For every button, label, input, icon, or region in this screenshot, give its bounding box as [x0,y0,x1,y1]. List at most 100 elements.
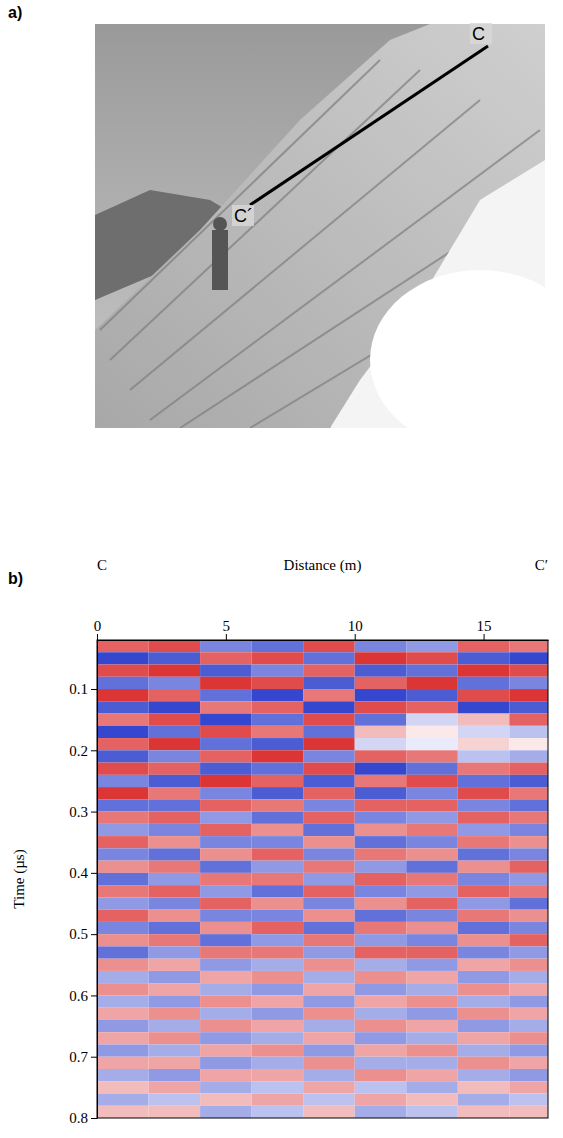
cell [509,665,548,677]
cell [97,824,149,836]
cell [355,714,407,726]
cell [509,738,548,750]
cell [355,812,407,824]
snow [370,270,545,428]
cell [355,1057,407,1069]
cell [509,824,548,836]
cell [149,946,201,958]
cell [303,861,355,873]
cell [303,714,355,726]
cell [252,787,304,799]
cell [303,701,355,713]
cell [303,1093,355,1105]
cell [252,1032,304,1044]
cell [200,861,252,873]
cell [406,897,458,909]
cell [458,1044,510,1056]
cell [252,922,304,934]
cell [149,971,201,983]
cell [200,726,252,738]
cell [97,861,149,873]
cell [149,775,201,787]
cell [149,1044,201,1056]
cell [509,910,548,922]
label-patch [470,23,492,44]
cell [303,750,355,762]
cell [509,848,548,860]
cell [200,983,252,995]
cell [355,995,407,1007]
cell [355,1008,407,1020]
tick-mark [91,689,97,690]
cell [200,971,252,983]
cell [509,873,548,885]
cell [458,1057,510,1069]
tick: 0.6 [69,988,97,1004]
cell [252,1069,304,1081]
cell [406,1032,458,1044]
cell [509,750,548,762]
cell [200,922,252,934]
profile-labels: CC´ [232,23,492,226]
bedding [110,70,420,360]
cell [355,824,407,836]
plot-frame [97,640,548,1118]
cell [509,934,548,946]
cell [97,775,149,787]
cell [406,689,458,701]
cell [406,714,458,726]
cell [458,640,510,652]
cell [458,787,510,799]
cell [355,873,407,885]
cell [149,1032,201,1044]
tick-mark [97,634,98,640]
cell [509,701,548,713]
cell [252,1020,304,1032]
cell [509,1106,548,1118]
cell [252,689,304,701]
cell [97,873,149,885]
cell [406,1106,458,1118]
cell [458,946,510,958]
cell [509,1057,548,1069]
cell [252,1106,304,1118]
cell [97,934,149,946]
cell [458,922,510,934]
cell [406,775,458,787]
cell [406,946,458,958]
cell [355,1081,407,1093]
cell [149,959,201,971]
cell [458,738,510,750]
cell [200,738,252,750]
cell [97,652,149,664]
tick: 0.3 [69,804,97,820]
cell [355,983,407,995]
tick: 0.4 [69,865,97,881]
cell [97,738,149,750]
cell [303,995,355,1007]
cell [458,1093,510,1105]
cell [149,812,201,824]
cell [303,787,355,799]
cell [355,1020,407,1032]
cell [97,750,149,762]
cell [355,836,407,848]
cell [149,799,201,811]
cell [252,726,304,738]
cell [252,983,304,995]
cell [149,1020,201,1032]
cell [97,885,149,897]
cell [406,812,458,824]
cell [458,775,510,787]
cell [509,885,548,897]
cell [200,1020,252,1032]
cell [303,910,355,922]
cell [303,824,355,836]
profile-label: C´ [234,206,253,226]
tick-label: 0 [94,618,102,634]
cell [252,1093,304,1105]
cell [355,934,407,946]
cell [200,652,252,664]
cell [303,959,355,971]
cell [200,910,252,922]
